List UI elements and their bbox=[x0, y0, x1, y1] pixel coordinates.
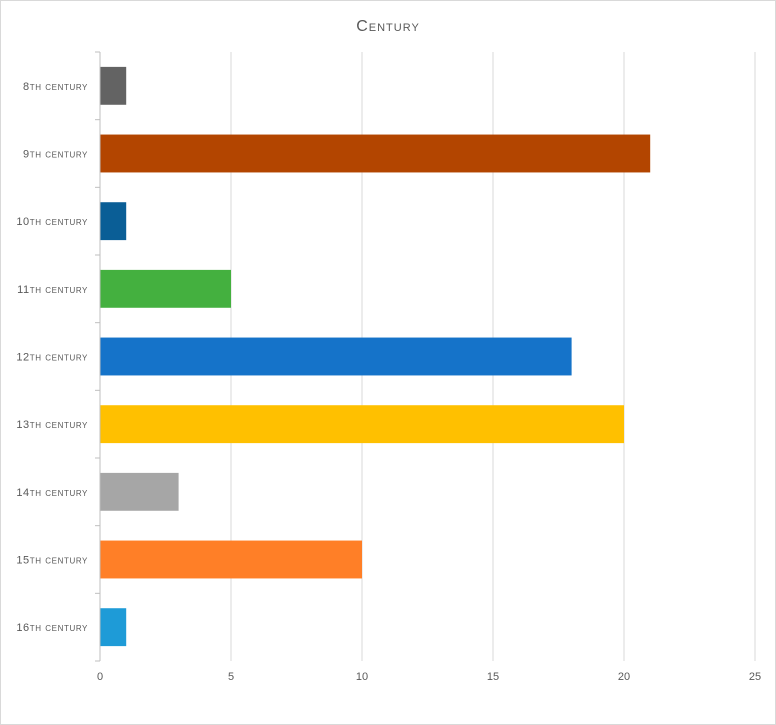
category-label: 10th century bbox=[16, 216, 88, 228]
category-labels: 8th century 9th century 10th century 11th c… bbox=[16, 81, 88, 634]
category-label: 12th century bbox=[16, 352, 88, 364]
bar-15th-century[interactable] bbox=[100, 540, 362, 579]
bar-12th-century[interactable] bbox=[100, 337, 572, 376]
chart-title: Century bbox=[356, 18, 420, 35]
bar-9th-century[interactable] bbox=[100, 134, 651, 173]
x-tick-label: 25 bbox=[749, 671, 761, 683]
category-label: 11th century bbox=[17, 284, 88, 296]
category-label: 15th century bbox=[16, 555, 88, 567]
category-label: 16th century bbox=[16, 622, 88, 634]
x-tick-label: 0 bbox=[97, 671, 103, 683]
x-tick-label: 5 bbox=[228, 671, 234, 683]
x-tick-label: 15 bbox=[487, 671, 499, 683]
bar-10th-century[interactable] bbox=[100, 202, 127, 241]
category-label: 14th century bbox=[16, 487, 88, 499]
category-label: 8th century bbox=[23, 81, 88, 93]
bar-16th-century[interactable] bbox=[100, 608, 127, 647]
bar-11th-century[interactable] bbox=[100, 269, 231, 308]
x-tick-label: 20 bbox=[618, 671, 630, 683]
category-label: 9th century bbox=[23, 149, 88, 161]
bars bbox=[100, 66, 651, 647]
bar-14th-century[interactable] bbox=[100, 472, 179, 511]
x-tick-labels: 0 5 10 15 20 25 bbox=[97, 671, 761, 683]
bar-8th-century[interactable] bbox=[100, 66, 127, 105]
category-label: 13th century bbox=[16, 419, 88, 431]
bar-13th-century[interactable] bbox=[100, 405, 624, 444]
x-tick-label: 10 bbox=[356, 671, 368, 683]
